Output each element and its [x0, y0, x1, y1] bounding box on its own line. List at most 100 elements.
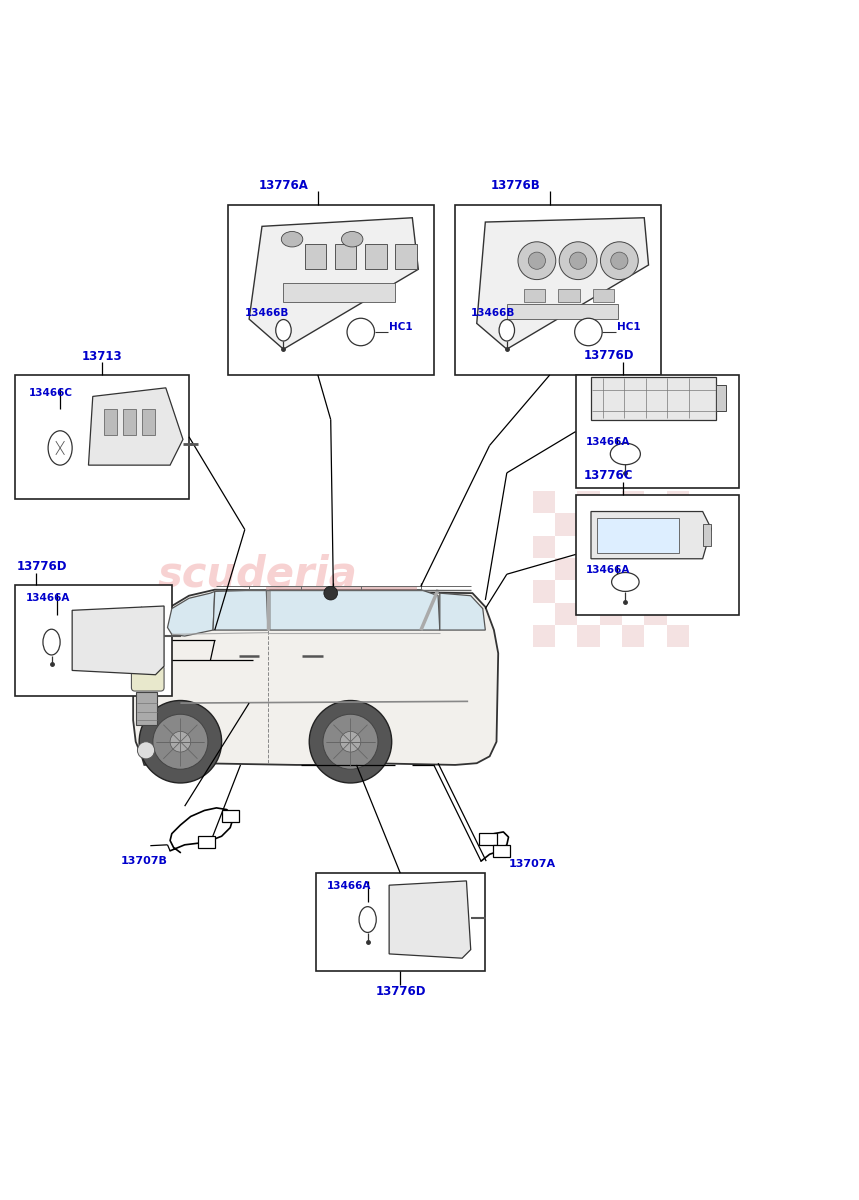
Bar [577, 491, 600, 514]
Ellipse shape [359, 907, 376, 932]
Polygon shape [591, 511, 711, 559]
Bar [228, 205, 434, 374]
Polygon shape [88, 388, 183, 466]
Bar [622, 491, 644, 514]
Polygon shape [477, 217, 649, 349]
Bar [533, 625, 555, 647]
Ellipse shape [610, 443, 641, 464]
Ellipse shape [342, 232, 363, 247]
Polygon shape [125, 595, 150, 679]
Bar [533, 535, 555, 558]
Text: r  a  r  e     p  a  r  t  s: r a r e p a r t s [245, 618, 408, 634]
Bar [667, 535, 689, 558]
Bar [222, 810, 239, 822]
Ellipse shape [499, 319, 515, 341]
Circle shape [309, 701, 392, 782]
Bar [703, 524, 711, 546]
Circle shape [611, 252, 628, 269]
Bar [622, 581, 644, 602]
Polygon shape [440, 593, 485, 630]
Bar [455, 205, 661, 374]
Text: 13466A: 13466A [326, 881, 371, 890]
Bar [576, 496, 739, 614]
Bar [667, 581, 689, 602]
Ellipse shape [612, 572, 639, 592]
Text: 13466A: 13466A [586, 437, 631, 446]
Bar [136, 692, 157, 725]
Bar [644, 514, 667, 535]
Bar [104, 409, 117, 436]
Ellipse shape [281, 232, 303, 247]
Bar [15, 584, 172, 696]
Circle shape [153, 714, 208, 769]
Text: 13466A: 13466A [586, 565, 631, 575]
Text: 13707B: 13707B [120, 856, 168, 866]
Bar [533, 581, 555, 602]
Bar [395, 244, 417, 269]
Circle shape [518, 241, 556, 280]
Bar [558, 289, 580, 302]
Bar [644, 602, 667, 625]
Bar [123, 409, 136, 436]
Circle shape [170, 732, 191, 752]
Bar [577, 581, 600, 602]
Bar [667, 491, 689, 514]
Text: HC1: HC1 [389, 322, 413, 332]
Polygon shape [249, 217, 418, 349]
Polygon shape [133, 589, 498, 764]
Bar [15, 374, 189, 499]
Circle shape [324, 587, 338, 600]
Circle shape [600, 241, 638, 280]
Polygon shape [72, 606, 164, 674]
Bar [591, 377, 716, 420]
Text: 13707A: 13707A [509, 859, 556, 870]
Bar [716, 385, 726, 412]
Text: 13466B: 13466B [245, 308, 289, 318]
Bar [593, 289, 614, 302]
Bar [533, 491, 555, 514]
Ellipse shape [48, 431, 72, 466]
Text: 13776A: 13776A [259, 179, 308, 192]
Text: 13466C: 13466C [28, 388, 72, 398]
Bar [577, 625, 600, 647]
Bar [524, 289, 545, 302]
Bar [283, 283, 395, 302]
Bar [644, 558, 667, 581]
Text: scuderia: scuderia [158, 553, 357, 595]
Bar [600, 514, 622, 535]
Polygon shape [213, 589, 268, 630]
Bar [266, 587, 417, 589]
Bar [316, 874, 485, 971]
Bar [493, 845, 510, 857]
Text: 13776D: 13776D [584, 349, 635, 362]
Bar [507, 304, 618, 319]
Text: 13776B: 13776B [490, 179, 540, 192]
Bar [622, 625, 644, 647]
Circle shape [528, 252, 545, 269]
Text: 13713: 13713 [82, 350, 123, 362]
Bar [365, 244, 387, 269]
Circle shape [347, 318, 375, 346]
FancyBboxPatch shape [131, 665, 164, 691]
Ellipse shape [276, 319, 291, 341]
Bar [597, 518, 679, 553]
Circle shape [559, 241, 597, 280]
Bar [305, 244, 326, 269]
Text: 13466B: 13466B [471, 308, 515, 318]
Bar [600, 558, 622, 581]
Circle shape [340, 732, 361, 752]
Bar [577, 535, 600, 558]
Polygon shape [270, 589, 440, 630]
Circle shape [575, 318, 602, 346]
Circle shape [570, 252, 587, 269]
Ellipse shape [43, 629, 60, 655]
Bar [555, 558, 577, 581]
Text: 13466A: 13466A [26, 593, 70, 604]
Bar [600, 602, 622, 625]
Circle shape [323, 714, 378, 769]
Bar [555, 602, 577, 625]
Bar [142, 409, 155, 436]
Text: 13776C: 13776C [584, 469, 634, 482]
Text: 13776D: 13776D [375, 985, 426, 998]
Text: 13776D: 13776D [17, 560, 68, 574]
